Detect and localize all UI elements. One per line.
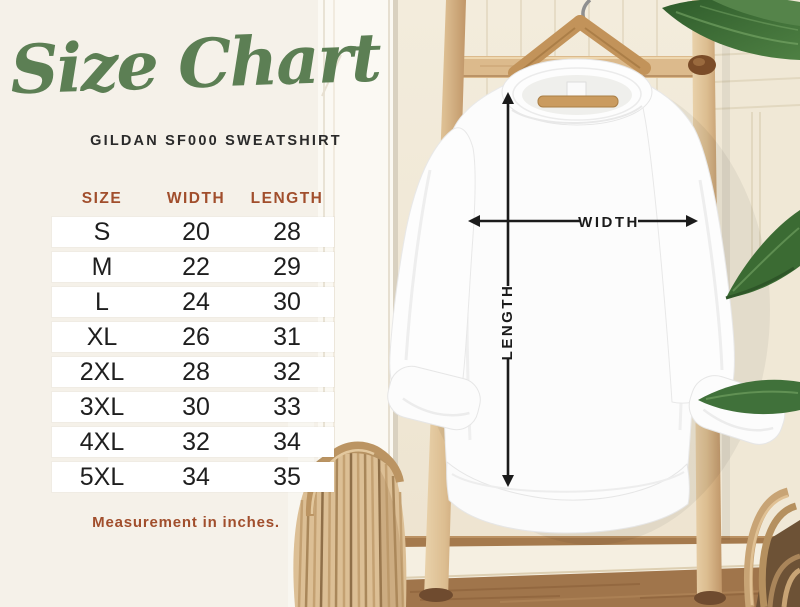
column-header-width: WIDTH [166, 190, 226, 207]
table-cell: 31 [273, 323, 301, 351]
table-cell: S [93, 218, 111, 246]
table-cell: 34 [182, 463, 210, 491]
table-cell: 30 [182, 393, 210, 421]
table-cell: 33 [273, 393, 301, 421]
page-title: Size Chart [8, 17, 382, 110]
table-row: 3XL 30 33 [52, 392, 334, 422]
length-arrow [502, 92, 514, 487]
sweatshirt [387, 58, 786, 534]
left-cuff [387, 365, 481, 431]
table-row: M 22 29 [52, 252, 334, 282]
table-row: 2XL 28 32 [52, 357, 334, 387]
length-label: LENGTH [499, 284, 516, 361]
table-cell: 5XL [79, 463, 125, 491]
table-cell: 28 [273, 218, 301, 246]
table-cell: 35 [273, 463, 301, 491]
table-cell: XL [86, 323, 118, 351]
table-cell: 32 [182, 428, 210, 456]
wooden-hanger [508, 0, 651, 80]
table-row: XL 26 31 [52, 322, 334, 352]
baseboard-and-floor [397, 536, 800, 607]
table-row: 5XL 34 35 [52, 462, 334, 492]
table-cell: L [95, 288, 109, 316]
table-cell: 4XL [79, 428, 125, 456]
table-cell: 32 [273, 358, 301, 386]
table-row: 4XL 32 34 [52, 427, 334, 457]
table-cell: 3XL [79, 393, 125, 421]
sweatshirt-hem [446, 461, 690, 534]
page-subtitle: GILDAN SF000 SWEATSHIRT [90, 133, 342, 149]
table-cell: 22 [182, 253, 210, 281]
table-cell: 2XL [79, 358, 125, 386]
size-table: SIZE WIDTH LENGTH S 20 28 M 22 29 L 24 30 XL 26 31 2… [52, 190, 334, 497]
table-cell: 29 [273, 253, 301, 281]
width-label: WIDTH [578, 214, 640, 231]
table-cell: 28 [182, 358, 210, 386]
column-header-size: SIZE [81, 190, 123, 207]
table-cell: M [91, 253, 113, 281]
table-cell: 20 [182, 218, 210, 246]
plant-leaves [662, 0, 800, 415]
size-table-header: SIZE WIDTH LENGTH [52, 190, 334, 208]
size-table-rows: S 20 28 M 22 29 L 24 30 XL 26 31 2XL 28 32 3XL 30 33 4XL 32… [52, 217, 334, 492]
table-cell: 30 [273, 288, 301, 316]
collar [501, 58, 653, 126]
column-header-length: LENGTH [250, 190, 324, 207]
table-row: L 24 30 [52, 287, 334, 317]
table-cell: 24 [182, 288, 210, 316]
table-row: S 20 28 [52, 217, 334, 247]
measurement-footnote: Measurement in inches. [92, 514, 280, 531]
leaf-bottom-right [698, 379, 800, 415]
width-arrow [468, 215, 698, 227]
hanger-bar [537, 95, 619, 108]
table-cell: 34 [273, 428, 301, 456]
table-cell: 26 [182, 323, 210, 351]
wicker-basket-right [744, 487, 800, 607]
